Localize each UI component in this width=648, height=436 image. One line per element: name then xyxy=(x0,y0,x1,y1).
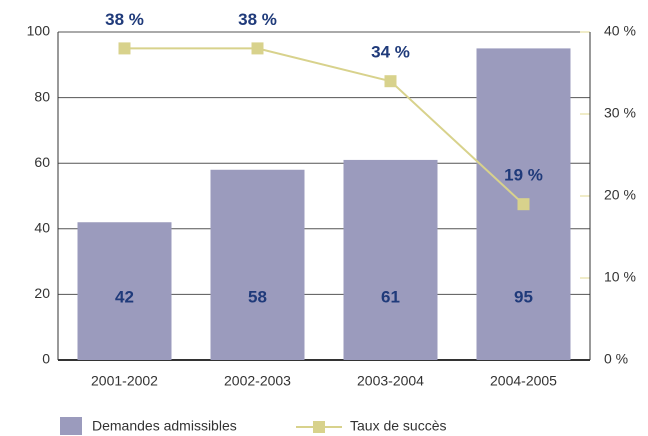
bar-label: 61 xyxy=(381,287,400,306)
x-tick-label: 2004-2005 xyxy=(490,373,557,389)
line-label: 38 % xyxy=(238,10,277,29)
bar-label: 95 xyxy=(514,287,533,306)
y2-tick-label: 40 % xyxy=(604,23,636,39)
bar-label: 58 xyxy=(248,287,267,306)
y-tick-label: 40 xyxy=(34,220,50,236)
y-tick-label: 80 xyxy=(34,88,50,104)
y-tick-label: 20 xyxy=(34,285,50,301)
bar xyxy=(210,169,305,360)
y2-tick-label: 10 % xyxy=(604,269,636,285)
x-tick-label: 2001-2002 xyxy=(91,373,158,389)
y2-tick-label: 20 % xyxy=(604,187,636,203)
bar-label: 42 xyxy=(115,287,134,306)
x-tick-label: 2002-2003 xyxy=(224,373,291,389)
legend-marker xyxy=(313,421,325,433)
legend-label: Taux de succès xyxy=(350,418,447,434)
y-tick-label: 60 xyxy=(34,154,50,170)
y2-tick-label: 0 % xyxy=(604,351,628,367)
line-label: 34 % xyxy=(371,43,410,62)
y-tick-label: 0 xyxy=(42,351,50,367)
legend-label: Demandes admissibles xyxy=(92,418,237,434)
bar xyxy=(77,222,172,360)
line-marker xyxy=(118,42,131,55)
y-tick-label: 100 xyxy=(27,23,51,39)
line-label: 38 % xyxy=(105,10,144,29)
line-marker xyxy=(384,75,397,88)
x-tick-label: 2003-2004 xyxy=(357,373,424,389)
legend-swatch xyxy=(60,417,82,435)
line xyxy=(124,47,525,205)
bar xyxy=(343,159,438,360)
line-label: 19 % xyxy=(504,166,543,185)
line-marker xyxy=(517,198,530,211)
line-marker xyxy=(251,42,264,55)
y2-tick-label: 30 % xyxy=(604,105,636,121)
